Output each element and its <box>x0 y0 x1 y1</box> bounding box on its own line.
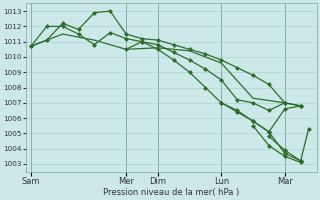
X-axis label: Pression niveau de la mer( hPa ): Pression niveau de la mer( hPa ) <box>103 188 239 197</box>
